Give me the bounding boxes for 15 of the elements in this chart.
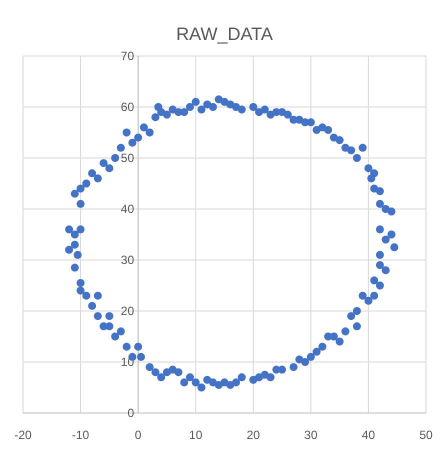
x-tick-label: 40 — [362, 428, 376, 442]
y-tick-label: 20 — [120, 304, 134, 318]
y-tick-label: 50 — [120, 151, 134, 165]
x-tick-label: 20 — [246, 428, 260, 442]
x-tick-label: 10 — [189, 428, 203, 442]
y-tick-label: 40 — [120, 202, 134, 216]
x-tick-label: 30 — [304, 428, 318, 442]
chart-title: RAW_DATA — [176, 24, 273, 44]
y-tick-label: 70 — [120, 49, 134, 63]
x-tick-label: -10 — [72, 428, 90, 442]
y-tick-label: 0 — [127, 406, 134, 420]
y-tick-label: 30 — [120, 253, 134, 267]
x-tick-label: 50 — [419, 428, 433, 442]
x-tick-label: -20 — [14, 428, 32, 442]
y-tick-label: 60 — [120, 100, 134, 114]
